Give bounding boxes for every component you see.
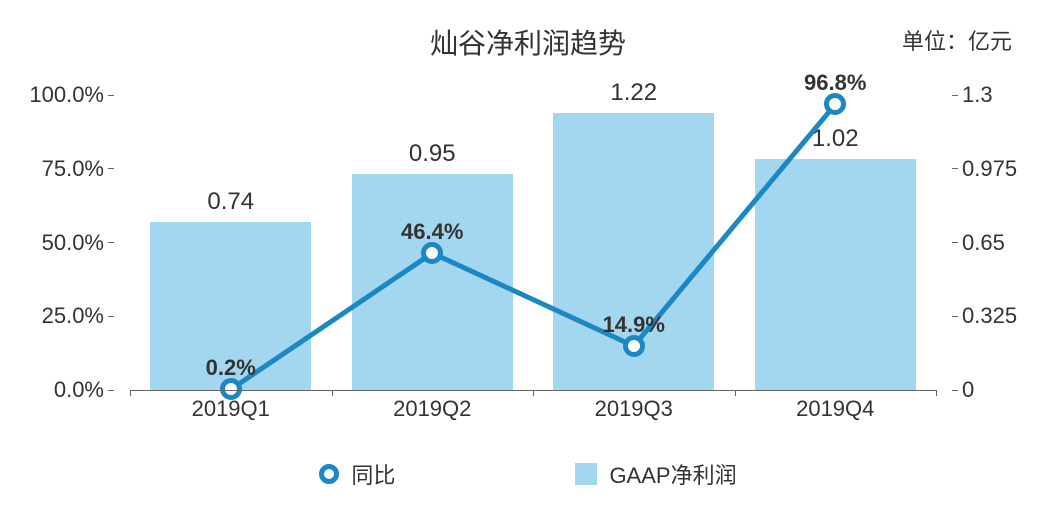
y-left-tick-label: 50.0%	[42, 230, 104, 256]
y-right-tick-label: 0.325	[962, 303, 1017, 329]
bar	[755, 159, 916, 390]
line-value-label: 96.8%	[804, 71, 866, 97]
x-axis-labels: 2019Q12019Q22019Q32019Q4	[130, 396, 936, 422]
unit-label: 单位：亿元	[902, 24, 1012, 56]
y-right-tickmark	[952, 95, 958, 96]
bar	[553, 113, 714, 390]
y-left-tickmark	[108, 316, 114, 317]
y-right-tick-label: 0.65	[962, 230, 1005, 256]
y-right-tickmark	[952, 316, 958, 317]
y-axis-left: 0.0%25.0%50.0%75.0%100.0%	[0, 95, 120, 390]
y-left-tick-label: 75.0%	[42, 156, 104, 182]
x-tickmark	[936, 390, 937, 396]
x-axis-label: 2019Q1	[130, 396, 332, 422]
bar	[150, 222, 311, 390]
y-right-tick-label: 0	[962, 377, 974, 403]
bar-column: 0.74	[130, 95, 332, 390]
bar-value-label: 0.95	[409, 140, 456, 168]
plot-area: 0.740.951.221.02 0.2%46.4%14.9%96.8%	[130, 95, 936, 390]
legend-label: 同比	[351, 458, 395, 490]
x-axis-label: 2019Q3	[533, 396, 735, 422]
x-axis-label: 2019Q4	[735, 396, 937, 422]
y-right-tick-label: 1.3	[962, 82, 993, 108]
y-left-tick-label: 25.0%	[42, 303, 104, 329]
bar-column: 1.22	[533, 95, 735, 390]
y-right-tick-label: 0.975	[962, 156, 1017, 182]
legend-item-line: 同比	[319, 458, 395, 490]
bar	[352, 174, 513, 390]
y-left-tick-label: 0.0%	[54, 377, 104, 403]
y-right-tickmark	[952, 168, 958, 169]
legend: 同比 GAAP净利润	[0, 458, 1056, 490]
y-axis-right: 00.3250.650.9751.3	[946, 95, 1056, 390]
chart-container: 灿谷净利润趋势 单位：亿元 0.0%25.0%50.0%75.0%100.0% …	[0, 0, 1056, 520]
legend-label: GAAP净利润	[609, 458, 736, 490]
bar-value-label: 1.22	[610, 79, 657, 107]
y-left-tickmark	[108, 168, 114, 169]
y-left-tickmark	[108, 242, 114, 243]
x-axis-label: 2019Q2	[332, 396, 534, 422]
legend-marker-icon	[319, 464, 339, 484]
bars-layer: 0.74 0.95 1.22 1.02	[130, 95, 936, 390]
bar-column: 0.95	[332, 95, 534, 390]
y-left-tick-label: 100.0%	[29, 82, 104, 108]
chart-title: 灿谷净利润趋势	[0, 22, 1056, 62]
legend-item-bar: GAAP净利润	[575, 458, 736, 490]
y-right-tickmark	[952, 242, 958, 243]
y-left-tickmark	[108, 390, 114, 391]
y-right-tickmark	[952, 390, 958, 391]
bar-column: 1.02	[735, 95, 937, 390]
bar-value-label: 0.74	[207, 188, 254, 216]
bar-value-label: 1.02	[812, 125, 859, 153]
y-left-tickmark	[108, 95, 114, 96]
legend-square-icon	[575, 463, 597, 485]
